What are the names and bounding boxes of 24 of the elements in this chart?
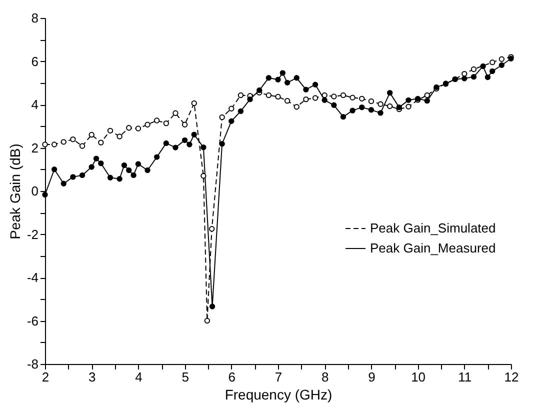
y-tick-label: -4 xyxy=(26,270,38,285)
x-axis-title: Frequency (GHz) xyxy=(224,386,332,402)
y-tick-label: 0 xyxy=(31,184,38,198)
y-tick-label: 8 xyxy=(31,10,38,26)
y-tick-label: 6 xyxy=(31,54,38,69)
x-tick-label: 9 xyxy=(368,370,376,384)
y-axis-title: Peak Gain (dB) xyxy=(6,144,23,240)
x-tick-label: 2 xyxy=(42,370,50,384)
y-tick-label: -8 xyxy=(26,356,38,372)
y-tick-label: -2 xyxy=(26,226,38,242)
y-tick-label: 2 xyxy=(31,140,38,156)
legend-label: Peak Gain_Simulated xyxy=(370,220,496,236)
x-tick-label: 8 xyxy=(321,370,329,384)
x-tick-label: 5 xyxy=(182,370,189,384)
y-tick-label: -6 xyxy=(26,313,38,328)
x-tick-label: 10 xyxy=(411,370,426,384)
x-tick-label: 6 xyxy=(228,370,236,384)
x-tick-label: 7 xyxy=(274,370,282,384)
x-tick-label: 11 xyxy=(458,370,472,384)
x-tick-label: 4 xyxy=(135,370,142,384)
y-tick-label: 4 xyxy=(31,97,38,112)
x-tick-label: 12 xyxy=(504,370,519,384)
x-tick-label: 3 xyxy=(88,370,96,384)
legend-label: Peak Gain_Measured xyxy=(370,240,496,256)
